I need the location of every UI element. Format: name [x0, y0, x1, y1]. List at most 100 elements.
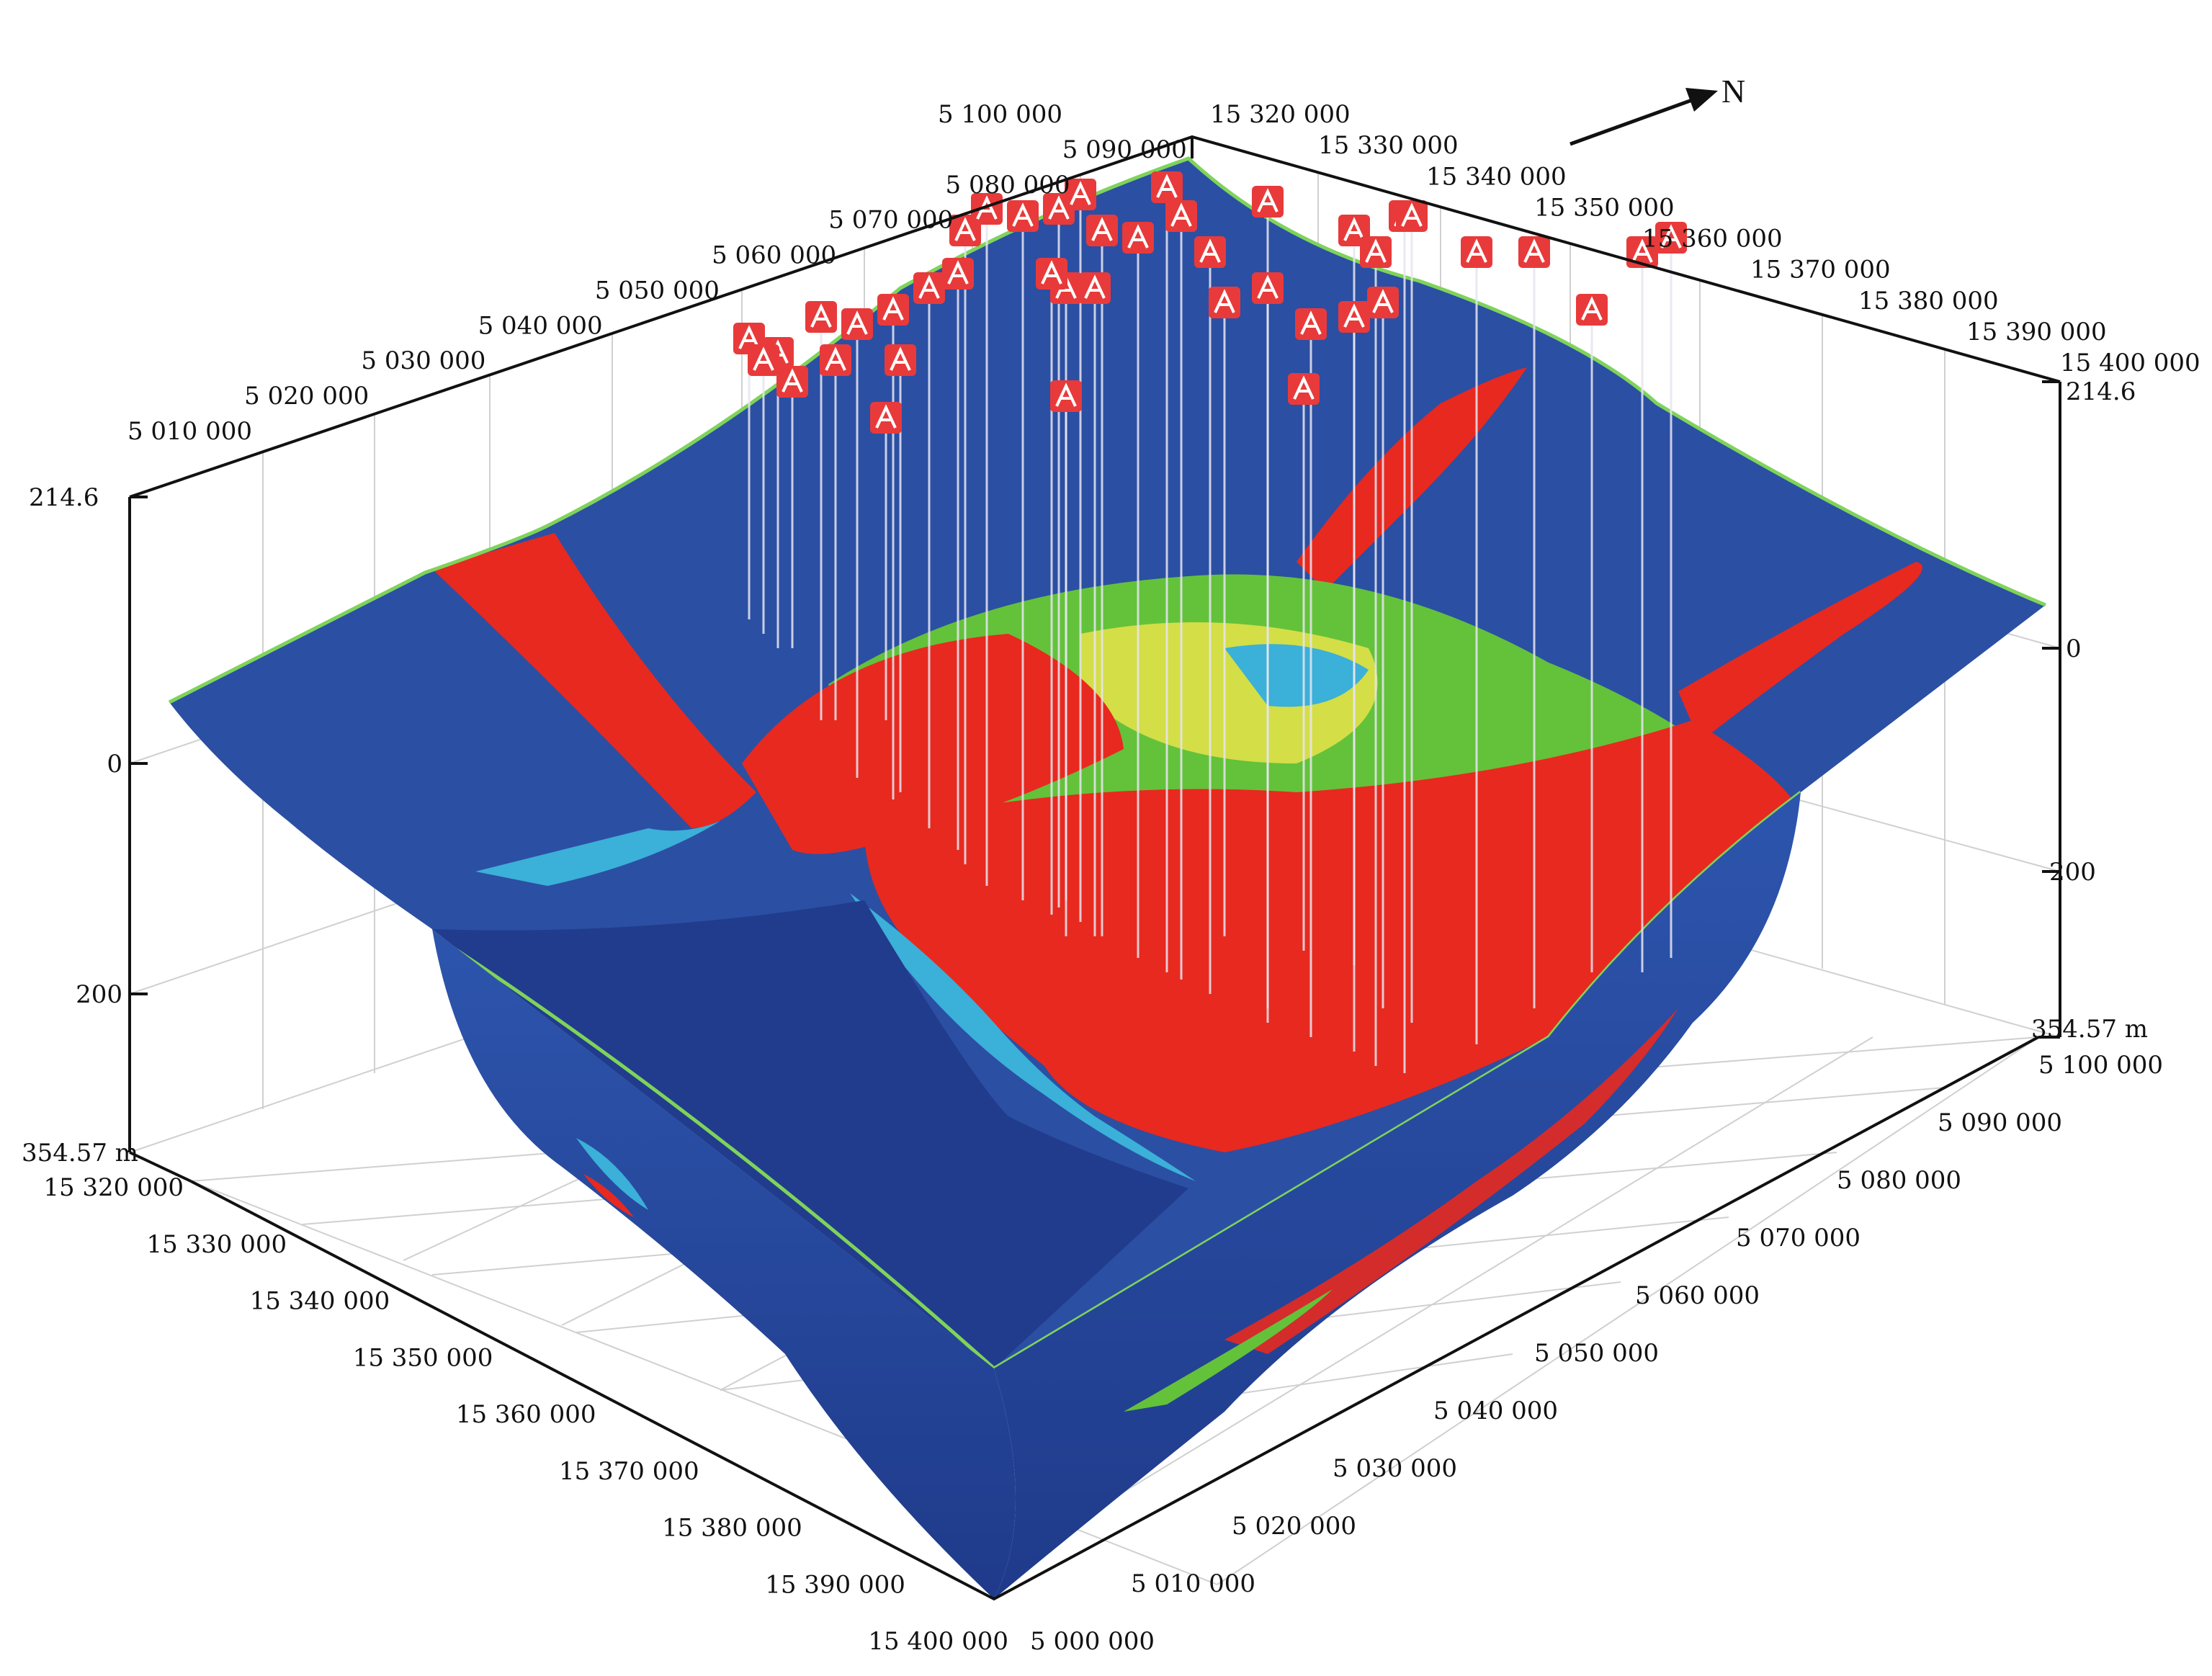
- left-depth-bottom-label: 354.57 m: [22, 1139, 138, 1168]
- cyan-fringe: [850, 893, 1196, 1181]
- front-left-tick-label: 15 360 000: [456, 1400, 596, 1429]
- oil-well-marker-icon: [1367, 287, 1399, 318]
- front-left-tick-label: 15 380 000: [662, 1514, 802, 1543]
- oil-well-marker-icon: [1086, 215, 1118, 246]
- oil-well-marker-icon: [805, 301, 837, 333]
- left-depth-axis: 214.6 0 200 354.57 m: [22, 483, 138, 1168]
- oil-well-marker-icon: [1151, 171, 1183, 203]
- left-depth-mid-label: 200: [76, 980, 122, 1009]
- oil-well-marker-icon: [1122, 222, 1154, 254]
- oil-well-marker-icon: [1655, 222, 1687, 254]
- red-channel-west: [432, 533, 756, 828]
- left-back-tick-label: 5 090 000: [1062, 135, 1187, 164]
- left-back-tick-label: 5 050 000: [595, 276, 720, 305]
- front-right-tick-label: 5 070 000: [1736, 1224, 1861, 1252]
- front-right-tick-label: 5 010 000: [1131, 1569, 1255, 1598]
- right-depth-axis: 214.6 0 200 354.57 m: [2031, 377, 2148, 1044]
- oil-well-marker-icon: [1065, 179, 1096, 210]
- oil-well-marker-icon: [1576, 294, 1608, 326]
- oil-well-marker-icon: [1360, 236, 1392, 268]
- left-back-tick-label: 5 030 000: [361, 346, 485, 375]
- oil-well-marker-icon: [942, 258, 974, 290]
- cyan-zone: [1224, 644, 1369, 707]
- oil-well-marker-icon: [1165, 200, 1197, 232]
- front-outline: [445, 791, 1802, 1368]
- front-right-tick-label: 5 000 000: [1030, 1627, 1155, 1656]
- front-right-tick-label: 5 040 000: [1433, 1397, 1558, 1425]
- front-right-tick-label: 5 100 000: [2038, 1051, 2163, 1080]
- right-back-tick-label: 15 370 000: [1750, 256, 1891, 284]
- front-left-axis-ticks: 15 320 000 15 330 000 15 340 000 15 350 000…: [43, 1173, 1008, 1656]
- oil-well-marker-icon: [913, 272, 945, 304]
- front-right-tick-label: 5 060 000: [1635, 1281, 1760, 1310]
- wells: [733, 171, 1687, 1073]
- oil-well-marker-icon: [1036, 258, 1067, 290]
- oil-well-marker-icon: [1295, 308, 1327, 340]
- oil-well-marker-icon: [1252, 272, 1284, 304]
- right-depth-mid-label: 200: [2049, 858, 2096, 887]
- left-back-tick-label: 5 010 000: [127, 417, 252, 446]
- right-back-tick-label: 15 380 000: [1858, 287, 1999, 315]
- front-right-tick-label: 5 050 000: [1534, 1339, 1659, 1368]
- side-stripe-cyan: [576, 1138, 648, 1210]
- front-right-tick-label: 5 030 000: [1333, 1454, 1457, 1483]
- oil-well-marker-icon: [1194, 236, 1226, 268]
- right-depth-bottom-label: 354.57 m: [2031, 1015, 2148, 1044]
- oil-well-marker-icon: [1252, 186, 1284, 218]
- side-stripe-red-left: [583, 1174, 634, 1217]
- front-left-tick-label: 15 330 000: [146, 1230, 287, 1259]
- right-back-tick-label: 15 350 000: [1534, 193, 1675, 222]
- oil-well-marker-icon: [885, 344, 916, 376]
- oil-well-marker-icon: [1079, 272, 1111, 304]
- front-left-tick-label: 15 320 000: [43, 1173, 184, 1202]
- north-label: N: [1721, 73, 1745, 109]
- front-left-tick-label: 15 400 000: [868, 1627, 1008, 1656]
- left-back-tick-label: 5 020 000: [244, 382, 369, 411]
- oil-well-marker-icon: [776, 366, 808, 398]
- oil-well-marker-icon: [1050, 380, 1082, 412]
- right-back-tick-label: 15 320 000: [1210, 100, 1351, 129]
- left-depth-zero-label: 0: [107, 750, 122, 779]
- red-zone-large: [864, 720, 1801, 1152]
- right-back-tick-label: 15 390 000: [1966, 318, 2107, 346]
- cyan-fringe-west: [475, 821, 720, 886]
- right-back-tick-label: 15 360 000: [1642, 225, 1783, 254]
- axis-lines: [128, 135, 2061, 1601]
- oil-well-marker-icon: [1007, 200, 1039, 232]
- left-depth-top-label: 214.6: [29, 483, 99, 512]
- side-stripe-red: [1224, 1008, 1678, 1354]
- oil-well-marker-icon: [877, 294, 909, 326]
- right-back-tick-label: 15 400 000: [2060, 349, 2200, 377]
- left-back-tick-label: 5 100 000: [938, 100, 1062, 129]
- north-arrow-icon: [1570, 95, 1701, 146]
- surface-outline: [168, 156, 2046, 704]
- front-right-tick-label: 5 090 000: [1938, 1108, 2062, 1137]
- right-depth-top-label: 214.6: [2066, 377, 2136, 406]
- red-channel-east: [1678, 562, 1922, 742]
- oil-well-marker-icon: [748, 344, 779, 376]
- oil-well-marker-icon: [841, 308, 873, 340]
- oil-well-marker-icon: [971, 193, 1003, 225]
- front-left-tick-label: 15 370 000: [559, 1457, 699, 1486]
- oil-well-marker-icon: [820, 344, 851, 376]
- oil-well-marker-icon: [1518, 236, 1550, 268]
- oil-well-marker-icon: [1338, 301, 1370, 333]
- front-left-tick-label: 15 390 000: [765, 1570, 905, 1599]
- left-back-tick-label: 5 080 000: [946, 171, 1070, 200]
- left-back-tick-label: 5 040 000: [478, 311, 603, 340]
- north-arrow: N: [1570, 73, 1745, 146]
- front-right-tick-label: 5 020 000: [1232, 1512, 1356, 1541]
- front-right-tick-label: 5 080 000: [1837, 1166, 1961, 1195]
- oil-well-marker-icon: [1461, 236, 1492, 268]
- right-back-tick-label: 15 330 000: [1318, 131, 1459, 160]
- right-depth-zero-label: 0: [2066, 635, 2082, 663]
- oil-well-marker-icon: [1288, 373, 1320, 405]
- deep-blue-front: [432, 900, 1188, 1368]
- oil-well-marker-icon: [870, 402, 902, 434]
- front-left-tick-label: 15 340 000: [250, 1287, 390, 1316]
- model-side-right: [994, 792, 1801, 1599]
- left-back-tick-label: 5 060 000: [712, 241, 836, 270]
